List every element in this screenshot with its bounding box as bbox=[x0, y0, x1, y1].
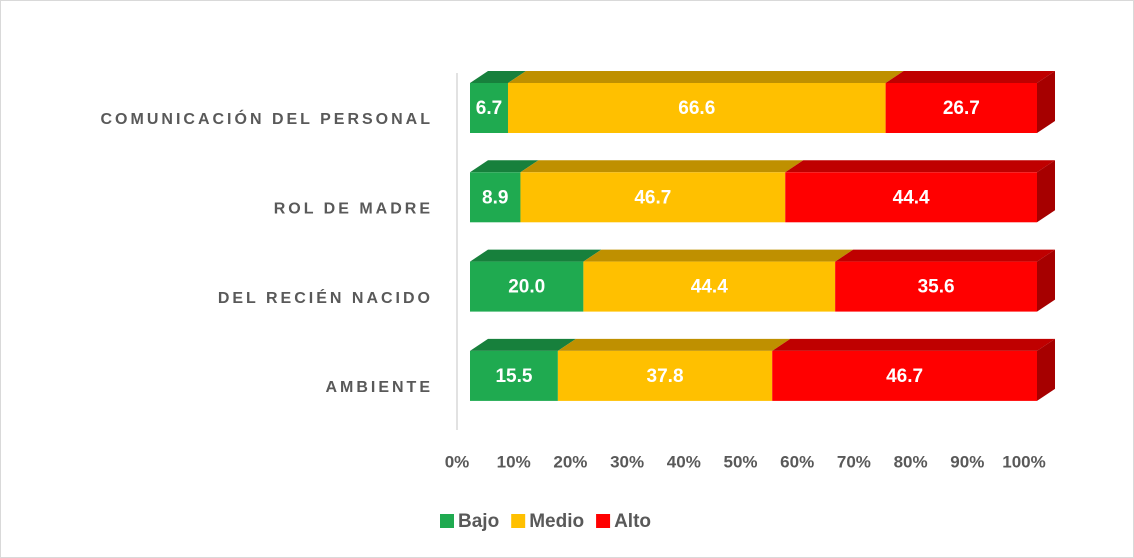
bar bbox=[583, 261, 836, 312]
legend-swatch bbox=[440, 514, 454, 528]
x-tick-label: 70% bbox=[837, 452, 871, 471]
x-tick-label: 10% bbox=[497, 452, 531, 471]
bar-top bbox=[835, 249, 1055, 262]
bar-top bbox=[470, 338, 576, 351]
legend-swatch bbox=[596, 514, 611, 528]
data-label: 44.4 bbox=[893, 187, 930, 208]
legend-swatch bbox=[511, 514, 526, 528]
data-label: 44.4 bbox=[691, 277, 728, 298]
bar-side bbox=[1037, 71, 1055, 133]
x-tick-label: 90% bbox=[950, 452, 984, 471]
bar bbox=[470, 83, 508, 133]
bar-side bbox=[1037, 160, 1055, 223]
bar bbox=[520, 172, 786, 223]
data-label: 37.8 bbox=[647, 366, 684, 387]
legend-label: Alto bbox=[614, 511, 651, 532]
bar bbox=[835, 261, 1037, 312]
bar-top bbox=[785, 160, 1055, 173]
bar bbox=[507, 83, 886, 133]
bar-top bbox=[470, 249, 602, 262]
x-tick-label: 50% bbox=[723, 452, 757, 471]
x-tick-label: 30% bbox=[610, 452, 644, 471]
bar bbox=[772, 350, 1037, 401]
x-tick-label: 100% bbox=[1002, 452, 1045, 471]
bar-top bbox=[557, 338, 791, 351]
bar bbox=[785, 172, 1037, 223]
bar-top bbox=[520, 160, 804, 173]
bar-side bbox=[1037, 249, 1055, 312]
category-label: AMBIENTE bbox=[325, 379, 433, 396]
data-label: 15.5 bbox=[495, 366, 532, 387]
x-tick-label: 60% bbox=[780, 452, 814, 471]
bar bbox=[470, 172, 521, 223]
bar bbox=[470, 350, 558, 401]
bar-side bbox=[1037, 338, 1055, 401]
category-label: DEL RECIÉN NACIDO bbox=[218, 288, 433, 307]
bar bbox=[557, 350, 773, 401]
x-tick-label: 80% bbox=[894, 452, 928, 471]
x-tick-label: 20% bbox=[553, 452, 587, 471]
bar bbox=[470, 261, 584, 312]
data-label: 46.7 bbox=[634, 187, 671, 208]
legend-label: Bajo bbox=[458, 511, 499, 532]
data-label: 46.7 bbox=[886, 366, 923, 387]
bar-top bbox=[470, 160, 539, 173]
category-label: ROL DE MADRE bbox=[274, 201, 433, 218]
data-label: 20.0 bbox=[508, 277, 545, 298]
data-label: 35.6 bbox=[918, 277, 955, 298]
bar-top bbox=[507, 71, 904, 83]
data-label: 66.6 bbox=[678, 98, 715, 119]
category-label: COMUNICACIÓN DEL PERSONAL bbox=[101, 109, 434, 128]
data-label: 26.7 bbox=[943, 98, 980, 119]
data-label: 6.7 bbox=[476, 98, 502, 119]
bar-top bbox=[583, 249, 854, 262]
x-tick-label: 0% bbox=[445, 452, 470, 471]
bar-top bbox=[885, 71, 1055, 83]
bar-top bbox=[772, 338, 1055, 351]
bar bbox=[885, 83, 1037, 133]
x-tick-label: 40% bbox=[667, 452, 701, 471]
legend-label: Medio bbox=[529, 511, 584, 532]
data-label: 8.9 bbox=[482, 187, 508, 208]
bar-top bbox=[470, 71, 526, 83]
